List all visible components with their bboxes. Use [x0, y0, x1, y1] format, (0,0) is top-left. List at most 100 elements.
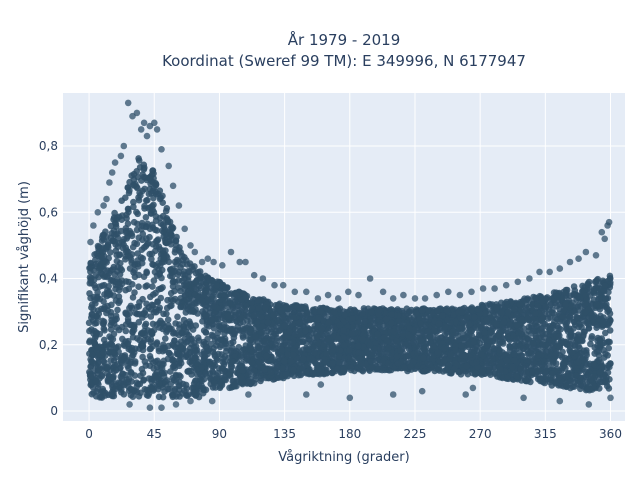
data-point	[119, 244, 127, 252]
data-point	[117, 265, 124, 272]
data-point	[184, 261, 191, 268]
data-point	[202, 329, 210, 336]
data-point	[171, 287, 178, 295]
data-point	[197, 371, 204, 378]
data-point	[120, 391, 128, 398]
data-point	[147, 345, 154, 353]
data-point	[158, 364, 166, 372]
data-point	[177, 373, 184, 380]
data-point	[268, 325, 275, 333]
data-point	[138, 365, 146, 373]
data-point	[563, 292, 570, 299]
data-point	[585, 283, 593, 291]
data-point	[163, 310, 170, 318]
data-point	[116, 251, 123, 259]
data-point	[141, 386, 149, 393]
data-point	[122, 327, 130, 335]
data-point	[96, 394, 104, 401]
data-point	[599, 317, 607, 325]
data-point	[273, 363, 281, 371]
data-point	[383, 350, 391, 357]
data-point	[112, 381, 120, 388]
data-point	[134, 210, 141, 218]
data-point	[87, 264, 94, 272]
data-point	[115, 326, 123, 334]
data-point	[231, 330, 238, 338]
data-point	[516, 300, 524, 308]
data-point	[320, 341, 327, 348]
data-point	[272, 341, 279, 348]
data-point	[138, 226, 145, 233]
data-point	[142, 214, 150, 221]
data-point	[112, 385, 119, 393]
data-point	[107, 249, 114, 256]
data-point	[129, 393, 137, 401]
data-point	[197, 273, 205, 280]
data-point	[250, 311, 258, 319]
data-point	[564, 328, 572, 336]
data-point	[571, 308, 579, 316]
data-point	[145, 175, 153, 182]
data-point	[567, 360, 575, 368]
data-point	[126, 304, 133, 312]
data-point	[279, 313, 286, 321]
data-point	[171, 364, 179, 372]
data-point	[115, 286, 123, 294]
data-point	[163, 377, 171, 384]
data-point	[215, 320, 223, 328]
data-point	[146, 362, 154, 370]
data-point	[557, 326, 564, 333]
data-point	[506, 321, 513, 328]
data-point	[534, 302, 542, 310]
data-point	[329, 342, 337, 349]
data-point	[606, 338, 613, 346]
data-point	[224, 312, 232, 320]
data-point	[254, 338, 261, 346]
data-point	[309, 344, 317, 351]
data-point	[148, 385, 156, 393]
data-point	[239, 367, 246, 375]
data-point	[110, 216, 117, 223]
data-point	[159, 325, 167, 333]
data-point	[474, 306, 482, 313]
data-point	[103, 370, 111, 377]
data-point	[128, 232, 136, 240]
data-point	[593, 348, 601, 356]
data-point	[191, 284, 198, 292]
data-point	[603, 305, 611, 312]
data-point	[286, 328, 293, 336]
data-point	[91, 297, 98, 304]
data-point	[162, 335, 169, 342]
data-point	[164, 316, 172, 324]
data-point	[128, 259, 135, 266]
data-point	[133, 310, 141, 318]
data-point	[340, 327, 347, 334]
data-point	[130, 182, 138, 189]
data-point	[360, 326, 368, 334]
data-point	[88, 390, 96, 398]
data-point	[567, 377, 575, 385]
data-point	[336, 352, 343, 360]
data-point	[258, 329, 266, 336]
data-point	[147, 328, 155, 335]
data-point	[176, 325, 183, 332]
data-point	[371, 340, 379, 348]
data-point	[346, 346, 353, 354]
data-point	[500, 318, 508, 326]
data-point	[417, 337, 425, 345]
data-point	[109, 266, 116, 273]
data-point	[320, 317, 327, 324]
data-point	[274, 301, 282, 309]
data-point	[546, 328, 553, 335]
data-point	[169, 393, 177, 401]
data-point	[289, 320, 296, 328]
data-point	[596, 295, 603, 302]
data-point	[159, 247, 167, 254]
data-point	[100, 305, 108, 313]
data-point	[527, 378, 534, 386]
data-point	[336, 359, 343, 366]
data-point	[355, 349, 362, 357]
data-point	[141, 358, 149, 365]
data-point	[124, 362, 131, 370]
data-point	[382, 315, 390, 323]
